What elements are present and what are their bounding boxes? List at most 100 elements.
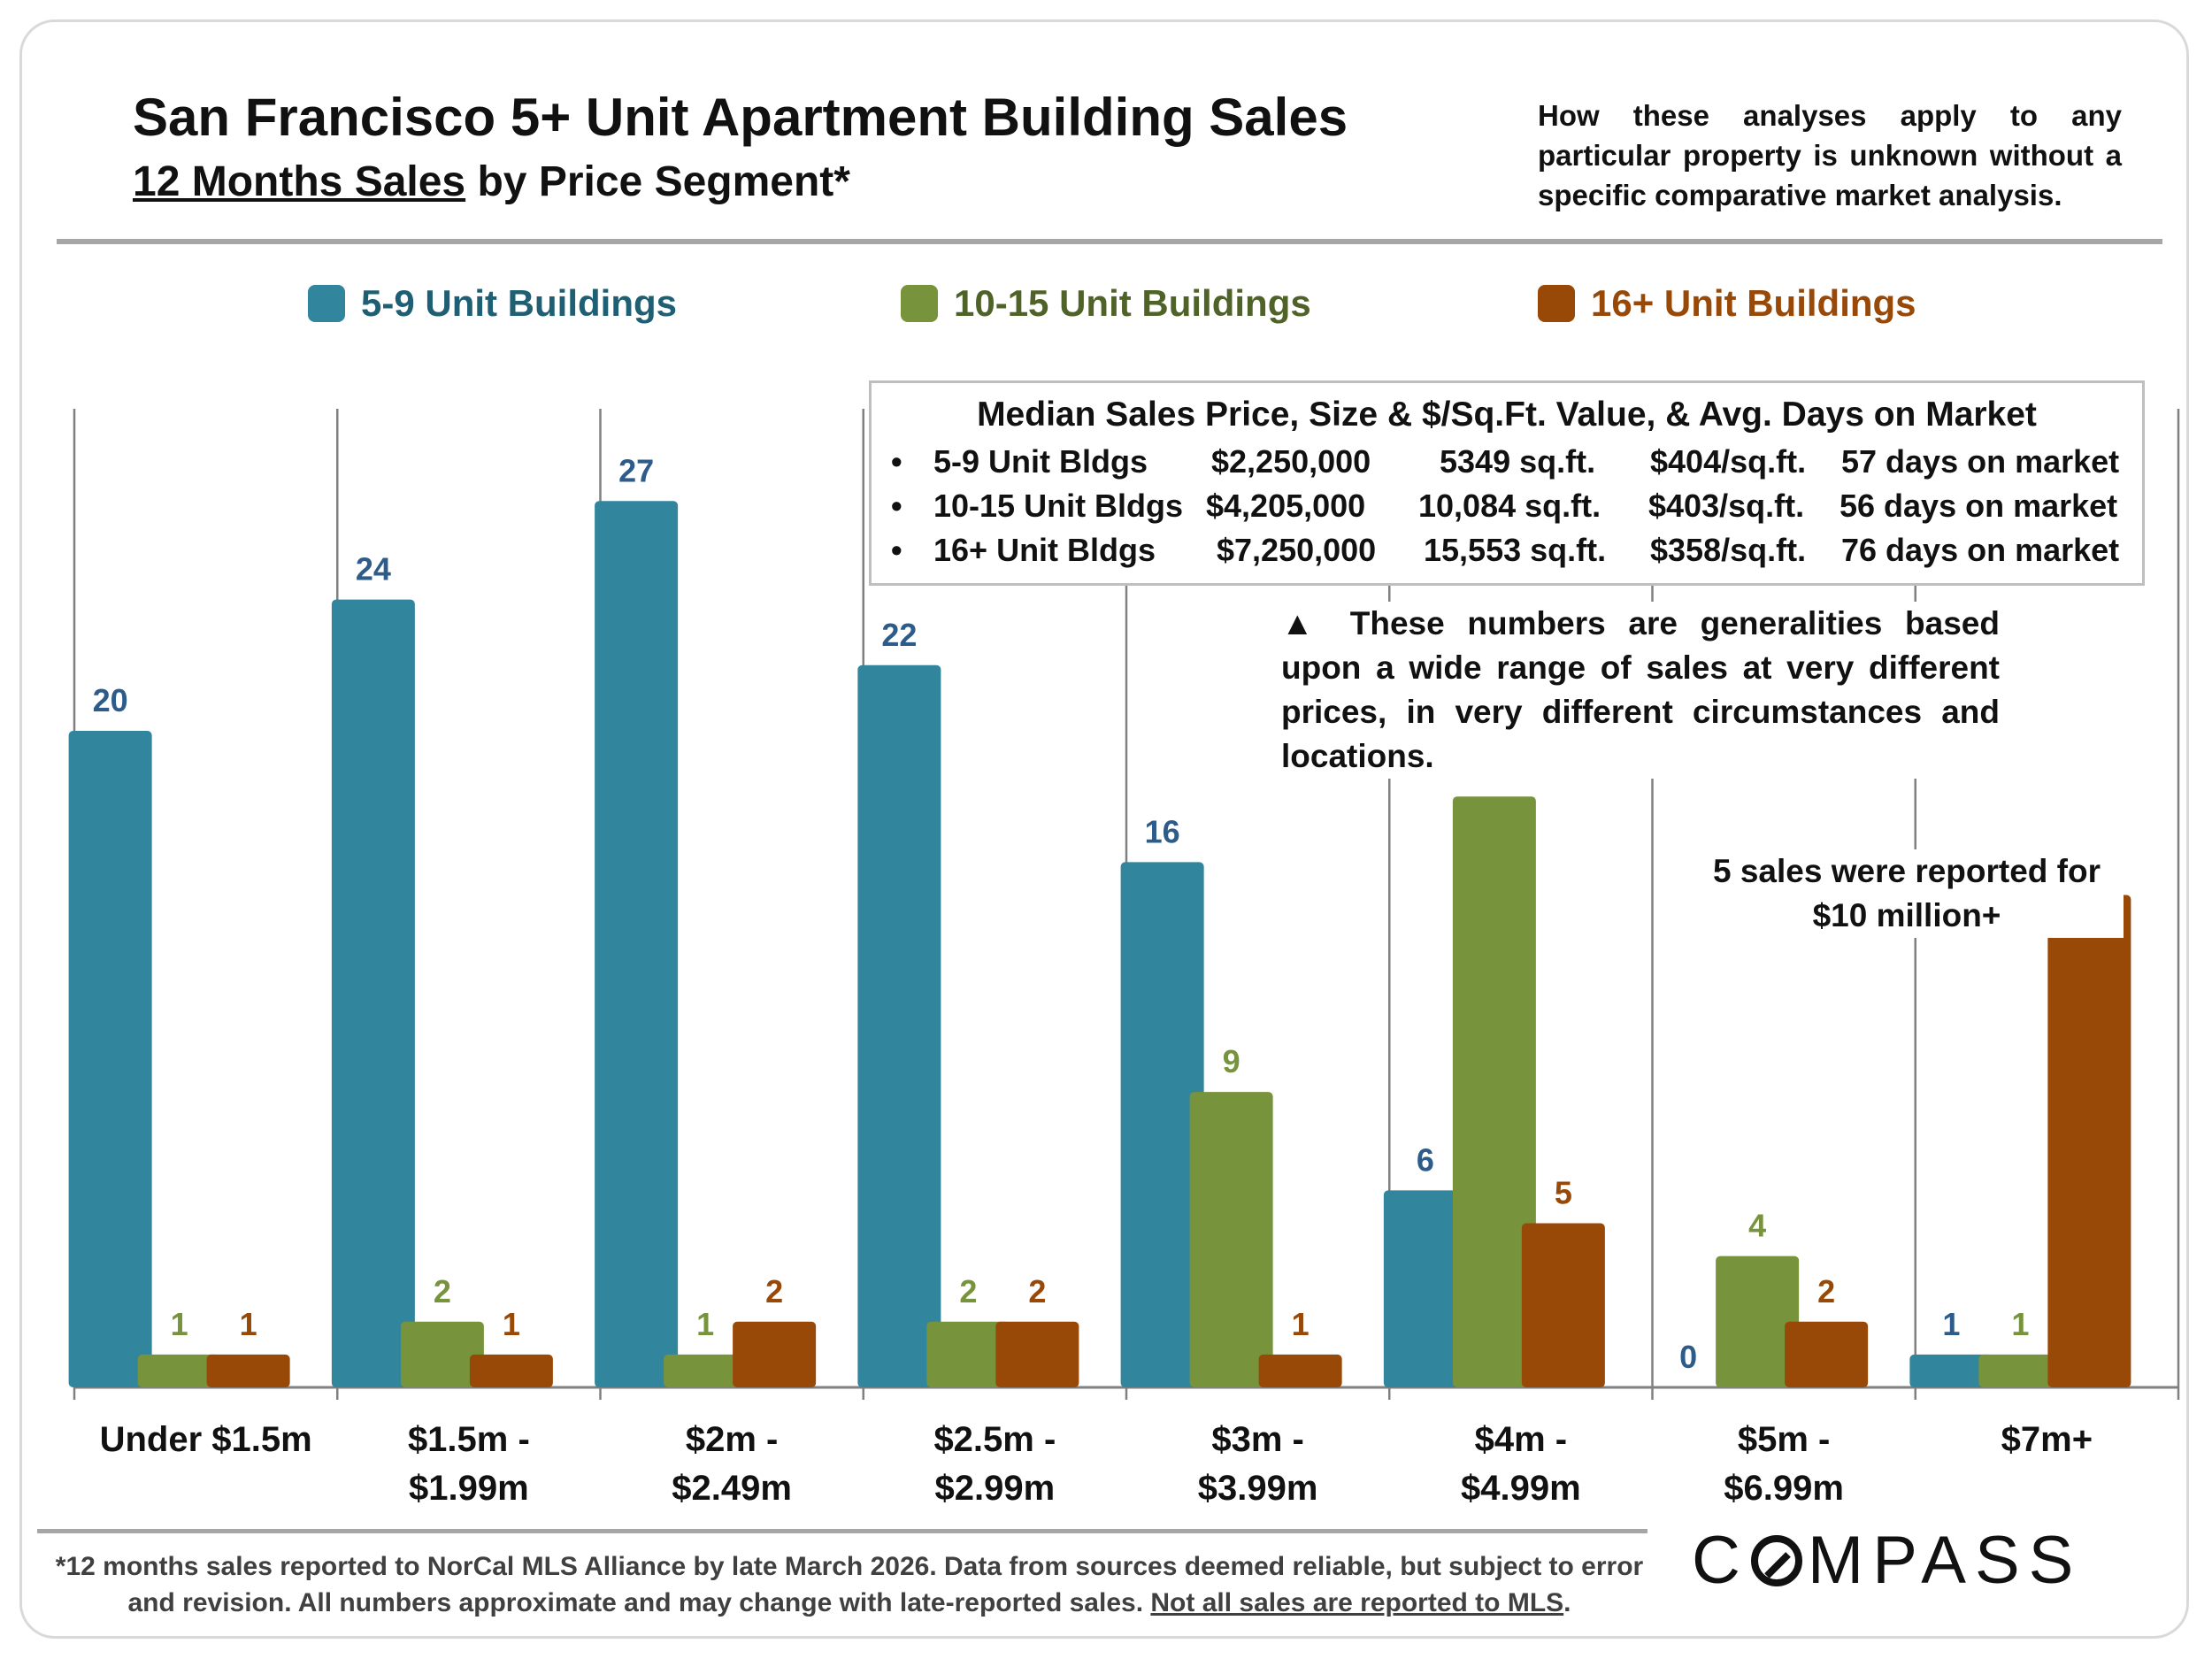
divider-top — [57, 239, 2162, 244]
row-bullet: • — [891, 443, 902, 480]
subtitle-rest: by Price Segment* — [465, 158, 850, 205]
bar-5-9 — [857, 664, 941, 1387]
row-price-per-sqft: $403/sq.ft. — [1648, 488, 1805, 524]
x-tick-label: $2.49m — [672, 1469, 792, 1508]
row-bullet: • — [891, 532, 902, 568]
data-label: 1 — [1942, 1306, 1960, 1342]
compass-logo: C MPASS — [1692, 1522, 2082, 1599]
x-tick-label: $7m+ — [2001, 1420, 2093, 1459]
x-tick-label: $4m - — [1475, 1420, 1568, 1459]
data-label: 1 — [2011, 1306, 2029, 1342]
bar-10-15 — [1978, 1354, 2062, 1387]
legend-item-16-plus: 16+ Unit Buildings — [1538, 281, 1916, 326]
legend-item-10-15: 10-15 Unit Buildings — [901, 281, 1311, 326]
bar-10-15 — [400, 1321, 484, 1387]
legend-label: 10-15 Unit Buildings — [954, 282, 1311, 324]
row-price-per-sqft: $404/sq.ft. — [1650, 443, 1807, 480]
data-label: 2 — [1817, 1273, 1835, 1310]
data-label: 5 — [1555, 1175, 1572, 1211]
data-label: 1 — [171, 1306, 188, 1342]
logo-letter: C — [1692, 1523, 1749, 1598]
bar-5-9 — [1120, 862, 1204, 1387]
median-stats-box: Median Sales Price, Size & $/Sq.Ft. Valu… — [869, 380, 2145, 586]
data-label: 24 — [356, 551, 391, 588]
bar-16-plus — [469, 1354, 553, 1387]
footnote-text: *12 months sales reported to NorCal MLS … — [55, 1552, 1644, 1617]
row-price-per-sqft: $358/sq.ft. — [1650, 532, 1807, 568]
legend-swatch-blue — [308, 285, 345, 322]
generalities-note: ▲ These numbers are generalities based u… — [1281, 602, 2000, 779]
bar-10-15 — [926, 1321, 1010, 1387]
x-tick-label: $5m - — [1738, 1420, 1831, 1459]
data-label: 0 — [1679, 1339, 1697, 1375]
bar-16-plus — [733, 1321, 817, 1387]
bar-16-plus — [2047, 895, 2131, 1387]
bar-16-plus — [1258, 1354, 1342, 1387]
data-label: 2 — [1028, 1273, 1046, 1310]
x-tick-label: $1.99m — [409, 1469, 529, 1508]
bar-5-9 — [1383, 1190, 1467, 1387]
row-median-price: $2,250,000 — [1211, 443, 1371, 480]
legend-swatch-green — [901, 285, 938, 322]
data-label: 22 — [881, 617, 917, 653]
x-tick-label: $4.99m — [1461, 1469, 1581, 1508]
page-title: San Francisco 5+ Unit Apartment Building… — [133, 88, 1348, 147]
legend-swatch-orange — [1538, 285, 1575, 322]
x-tick-label: $3.99m — [1198, 1469, 1318, 1508]
bar-10-15 — [1452, 796, 1536, 1387]
data-label: 4 — [1748, 1208, 1766, 1244]
bar-5-9 — [1909, 1354, 1993, 1387]
x-tick-label: $1.5m - — [408, 1420, 530, 1459]
row-building-type: 5-9 Unit Bldgs — [933, 443, 1148, 480]
data-label: 2 — [765, 1273, 783, 1310]
bar-5-9 — [595, 501, 679, 1387]
subtitle-underlined: 12 Months Sales — [133, 158, 466, 205]
bar-10-15 — [664, 1354, 748, 1387]
row-building-type: 10-15 Unit Bldgs — [933, 488, 1184, 524]
row-median-size: 10,084 sq.ft. — [1418, 488, 1601, 524]
legend-label: 16+ Unit Buildings — [1591, 282, 1916, 324]
row-days-on-market: 56 days on market — [1839, 488, 2118, 524]
footnote: *12 months sales reported to NorCal MLS … — [53, 1548, 1646, 1621]
data-label: 1 — [1292, 1306, 1310, 1342]
data-label: 1 — [503, 1306, 520, 1342]
bar-16-plus — [1521, 1223, 1605, 1387]
logo-o-icon — [1750, 1535, 1802, 1586]
divider-bottom — [37, 1529, 1647, 1533]
bar-16-plus — [1785, 1321, 1869, 1387]
bar-16-plus — [206, 1354, 290, 1387]
row-median-price: $4,205,000 — [1206, 488, 1366, 524]
disclaimer-text: How these analyses apply to any particul… — [1538, 99, 2122, 211]
x-tick-label: $2.99m — [935, 1469, 1056, 1508]
data-label: 2 — [434, 1273, 451, 1310]
data-label: 27 — [618, 452, 654, 488]
row-median-price: $7,250,000 — [1217, 532, 1377, 568]
data-label: 20 — [93, 682, 128, 718]
data-label: 6 — [1417, 1141, 1434, 1178]
x-tick-label: $6.99m — [1724, 1469, 1844, 1508]
row-median-size: 15,553 sq.ft. — [1424, 532, 1607, 568]
data-label: 1 — [696, 1306, 714, 1342]
x-tick-label: $3m - — [1211, 1420, 1304, 1459]
bar-10-15 — [137, 1354, 221, 1387]
x-tick-label: $2m - — [686, 1420, 779, 1459]
ten-million-note: 5 sales were reported for $10 million+ — [1690, 849, 2124, 938]
data-label: 9 — [1223, 1043, 1240, 1079]
data-label: 16 — [1145, 813, 1180, 849]
footnote-end: . — [1563, 1588, 1571, 1617]
legend-label: 5-9 Unit Buildings — [361, 282, 677, 324]
bar-5-9 — [68, 731, 152, 1387]
row-median-size: 5349 sq.ft. — [1440, 443, 1596, 480]
row-days-on-market: 76 days on market — [1841, 532, 2120, 568]
bar-16-plus — [995, 1321, 1079, 1387]
data-label: 1 — [240, 1306, 257, 1342]
bar-5-9 — [331, 599, 415, 1387]
page-subtitle: 12 Months Sales by Price Segment* — [133, 157, 850, 206]
logo-letters: MPASS — [1807, 1523, 2083, 1598]
median-stats-header: Median Sales Price, Size & $/Sq.Ft. Valu… — [977, 396, 2037, 434]
row-bullet: • — [891, 488, 902, 524]
x-tick-label: Under $1.5m — [100, 1420, 312, 1459]
bar-10-15 — [1189, 1092, 1273, 1387]
row-days-on-market: 57 days on market — [1841, 443, 2120, 480]
